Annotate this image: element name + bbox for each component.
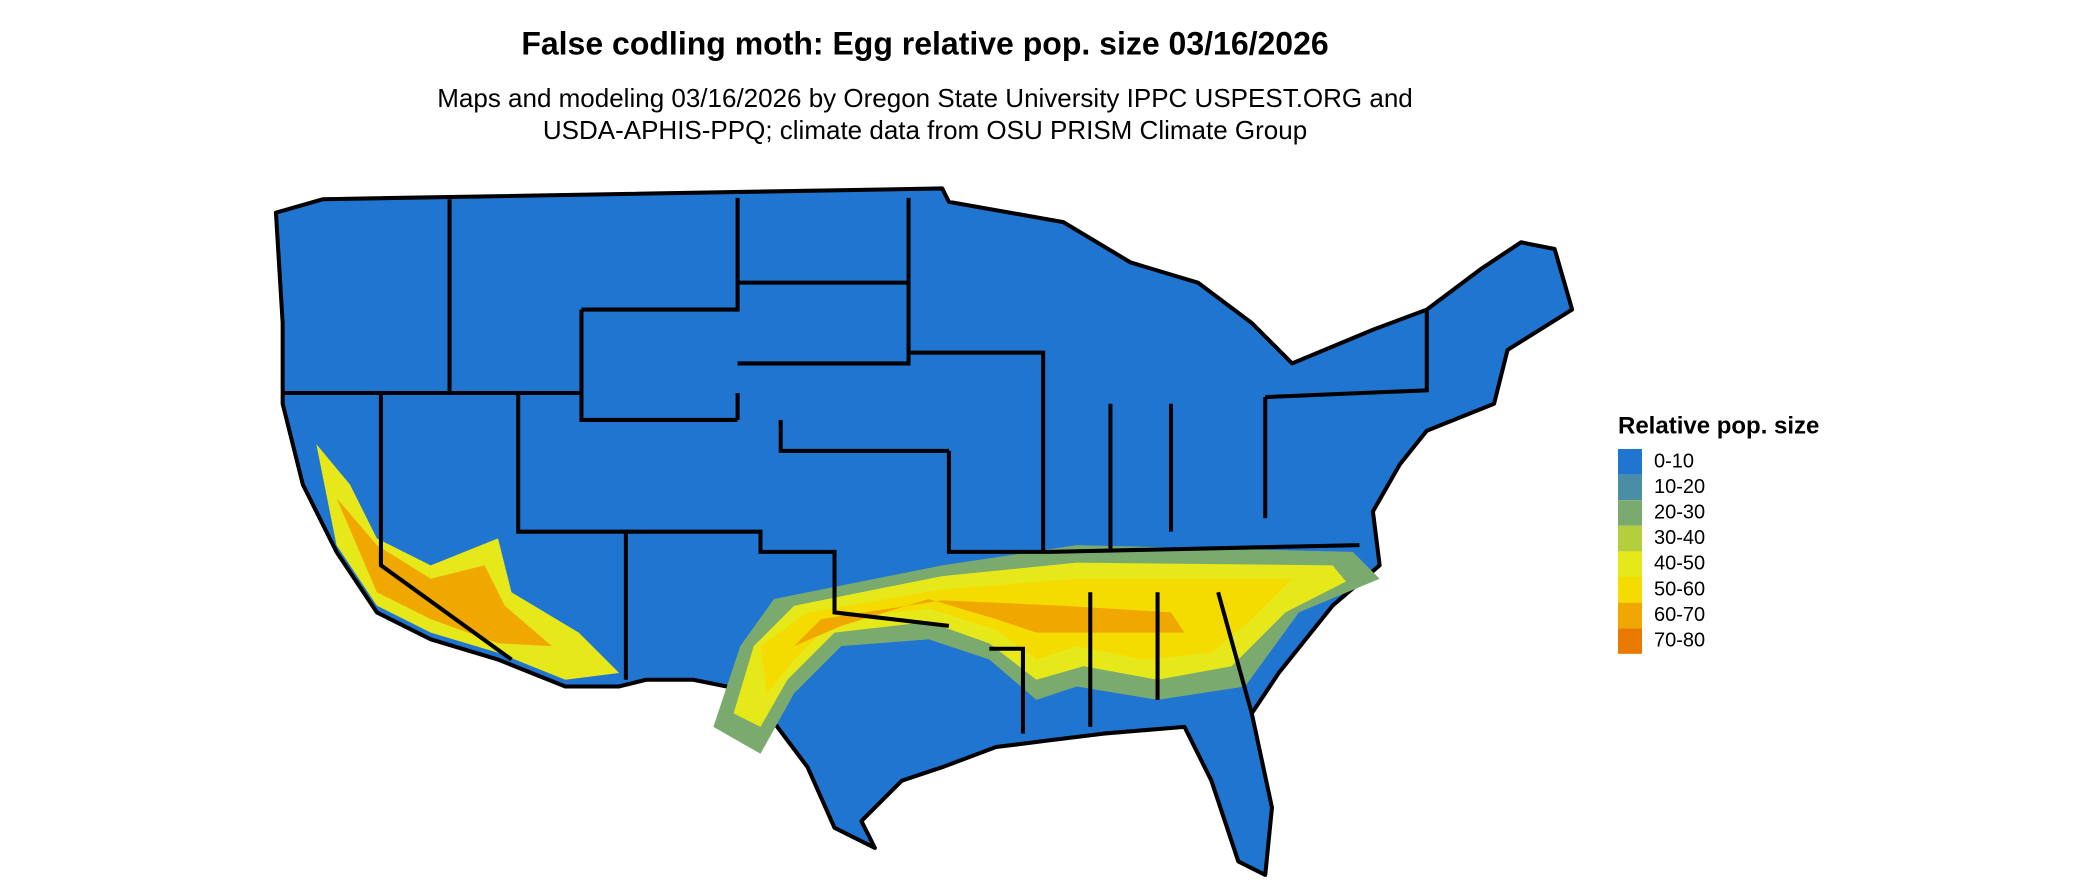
legend-swatch [1618,628,1642,654]
legend-swatch [1618,577,1642,603]
legend-swatch [1618,602,1642,629]
legend-label: 60-70 [1654,604,1705,626]
legend-swatch [1618,474,1642,501]
legend-label: 10-20 [1654,476,1705,498]
legend-swatch [1618,500,1642,526]
legend-label: 40-50 [1654,553,1705,575]
legend-label: 30-40 [1654,527,1705,549]
zone-west-inner [336,498,552,647]
map-title: False codling moth: Egg relative pop. si… [521,25,1328,61]
legend-label: 50-60 [1654,578,1705,600]
legend-title: Relative pop. size [1618,412,1819,439]
zone-60-70 [794,598,1185,647]
legend-swatch [1618,551,1642,577]
zone-west [316,444,620,680]
legend: 0-10 10-20 20-30 30-40 40-50 50-60 60-70 70-80 [1618,449,1705,654]
us-outline [273,186,1575,877]
legend-swatch [1618,525,1642,552]
state-lines [282,197,1429,734]
subtitle-line: Maps and modeling 03/16/2026 by Oregon S… [437,83,1413,113]
legend-label: 20-30 [1654,501,1705,523]
legend-swatch [1618,449,1642,475]
map [273,186,1575,877]
legend-label: 70-80 [1654,629,1705,651]
legend-label: 0-10 [1654,450,1694,472]
subtitle-line: USDA-APHIS-PPQ; climate data from OSU PR… [543,115,1307,145]
